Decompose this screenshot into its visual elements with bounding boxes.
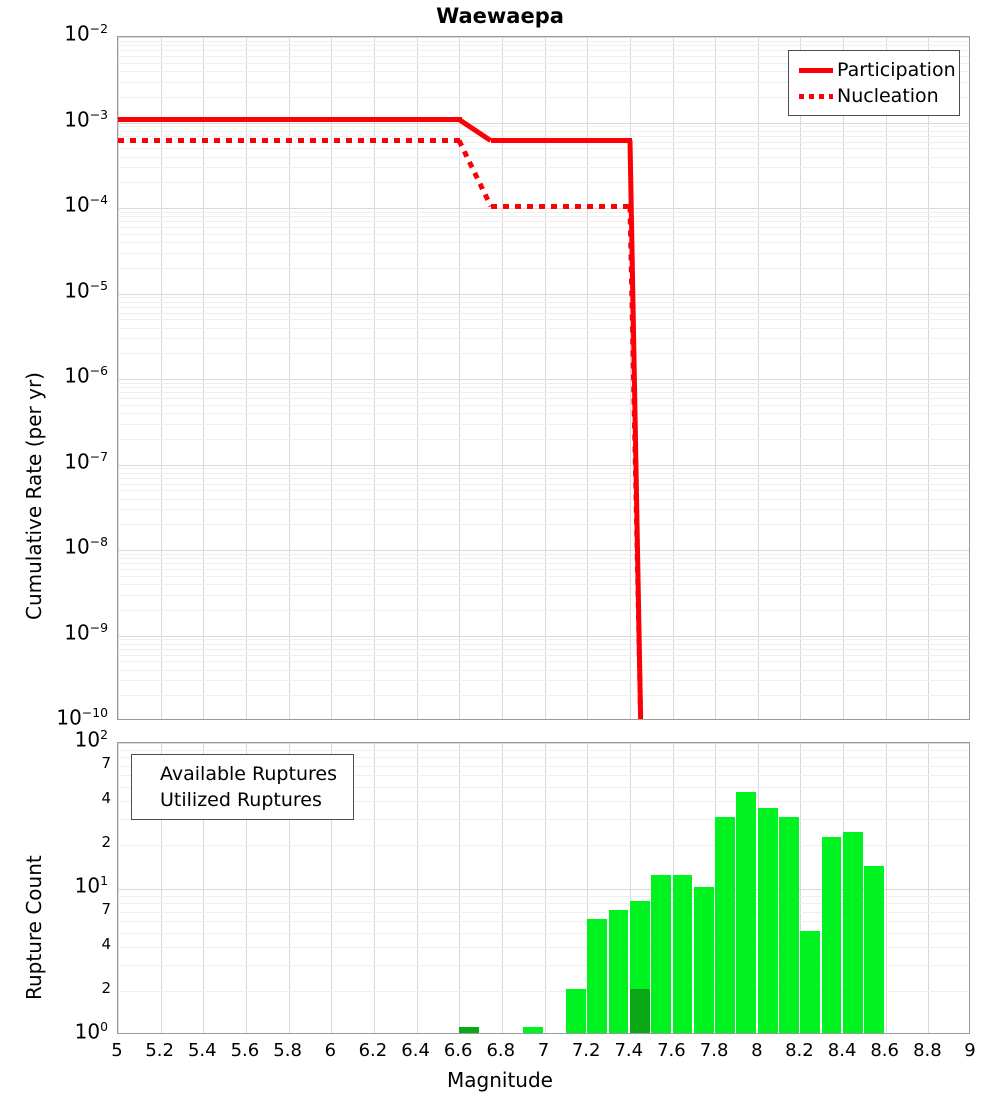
top-chart-legend: Participation Nucleation: [788, 50, 960, 116]
x-axis-label: Magnitude: [447, 1068, 553, 1092]
legend-label: Available Ruptures: [160, 763, 337, 785]
x-tick-label: 8.2: [785, 1040, 814, 1061]
histogram-bar: [757, 807, 778, 1033]
legend-item-utilized: Utilized Ruptures: [140, 787, 343, 813]
histogram-bar: [629, 901, 650, 1033]
legend-label: Participation: [837, 59, 956, 81]
x-tick-label: 6.2: [358, 1040, 388, 1061]
page-title: Waewaepa: [436, 4, 564, 28]
legend-item-dotted: Nucleation: [797, 83, 949, 109]
histogram-bar: [651, 875, 671, 1033]
x-tick-label: 9: [964, 1040, 976, 1061]
histogram-bar: [693, 887, 714, 1033]
x-tick-label: 7.8: [699, 1040, 729, 1061]
x-tick-label: 8.6: [870, 1040, 899, 1061]
histogram-bar: [523, 1027, 543, 1033]
x-tick-label: 5.8: [273, 1040, 302, 1061]
x-tick-label: 5: [111, 1040, 123, 1061]
x-tick-label: 6.8: [486, 1040, 516, 1061]
color-swatch-icon: [140, 792, 156, 808]
legend-label: Nucleation: [837, 85, 939, 107]
histogram-bar: [821, 837, 842, 1033]
x-tick-label: 7.6: [657, 1040, 686, 1061]
x-tick-label: 5.4: [187, 1040, 217, 1061]
histogram-bar: [800, 931, 821, 1033]
x-tick-label: 8: [751, 1040, 763, 1061]
x-tick-label: 8.8: [913, 1040, 942, 1061]
top-chart-plot-area: [117, 36, 970, 720]
x-tick-label: 5.2: [145, 1040, 174, 1061]
histogram-bar: [779, 817, 799, 1033]
histogram-bar: [843, 831, 863, 1033]
x-tick-label: 8.4: [827, 1040, 857, 1061]
top-chart-y-axis-label: Cumulative Rate (per yr): [22, 372, 46, 620]
dotted-line-icon: [797, 93, 835, 99]
x-tick-label: 6.6: [443, 1040, 473, 1061]
histogram-bar: [565, 989, 586, 1033]
color-swatch-icon: [140, 766, 156, 782]
histogram-bar: [587, 919, 607, 1033]
histogram-bar-utilized: [459, 1027, 479, 1033]
histogram-bar: [736, 791, 757, 1033]
x-tick-label: 6: [324, 1040, 337, 1061]
x-tick-label: 6.4: [401, 1040, 430, 1061]
legend-item-available: Available Ruptures: [140, 761, 343, 787]
histogram-bar: [864, 865, 885, 1033]
solid-line-icon: [797, 67, 835, 73]
histogram-bar: [715, 817, 735, 1033]
histogram-bar: [459, 1027, 479, 1033]
histogram-bar: [672, 875, 693, 1033]
x-tick-label: 7.2: [571, 1040, 601, 1061]
histogram-bar-utilized: [629, 989, 650, 1033]
x-tick-label: 7: [537, 1040, 550, 1061]
legend-item-solid: Participation: [797, 57, 956, 83]
bottom-chart-legend: Available Ruptures Utilized Ruptures: [131, 754, 354, 820]
legend-label: Utilized Ruptures: [160, 789, 322, 811]
x-tick-label: 5.6: [230, 1040, 260, 1061]
x-tick-label: 7.4: [614, 1040, 644, 1061]
histogram-bar: [608, 909, 629, 1033]
